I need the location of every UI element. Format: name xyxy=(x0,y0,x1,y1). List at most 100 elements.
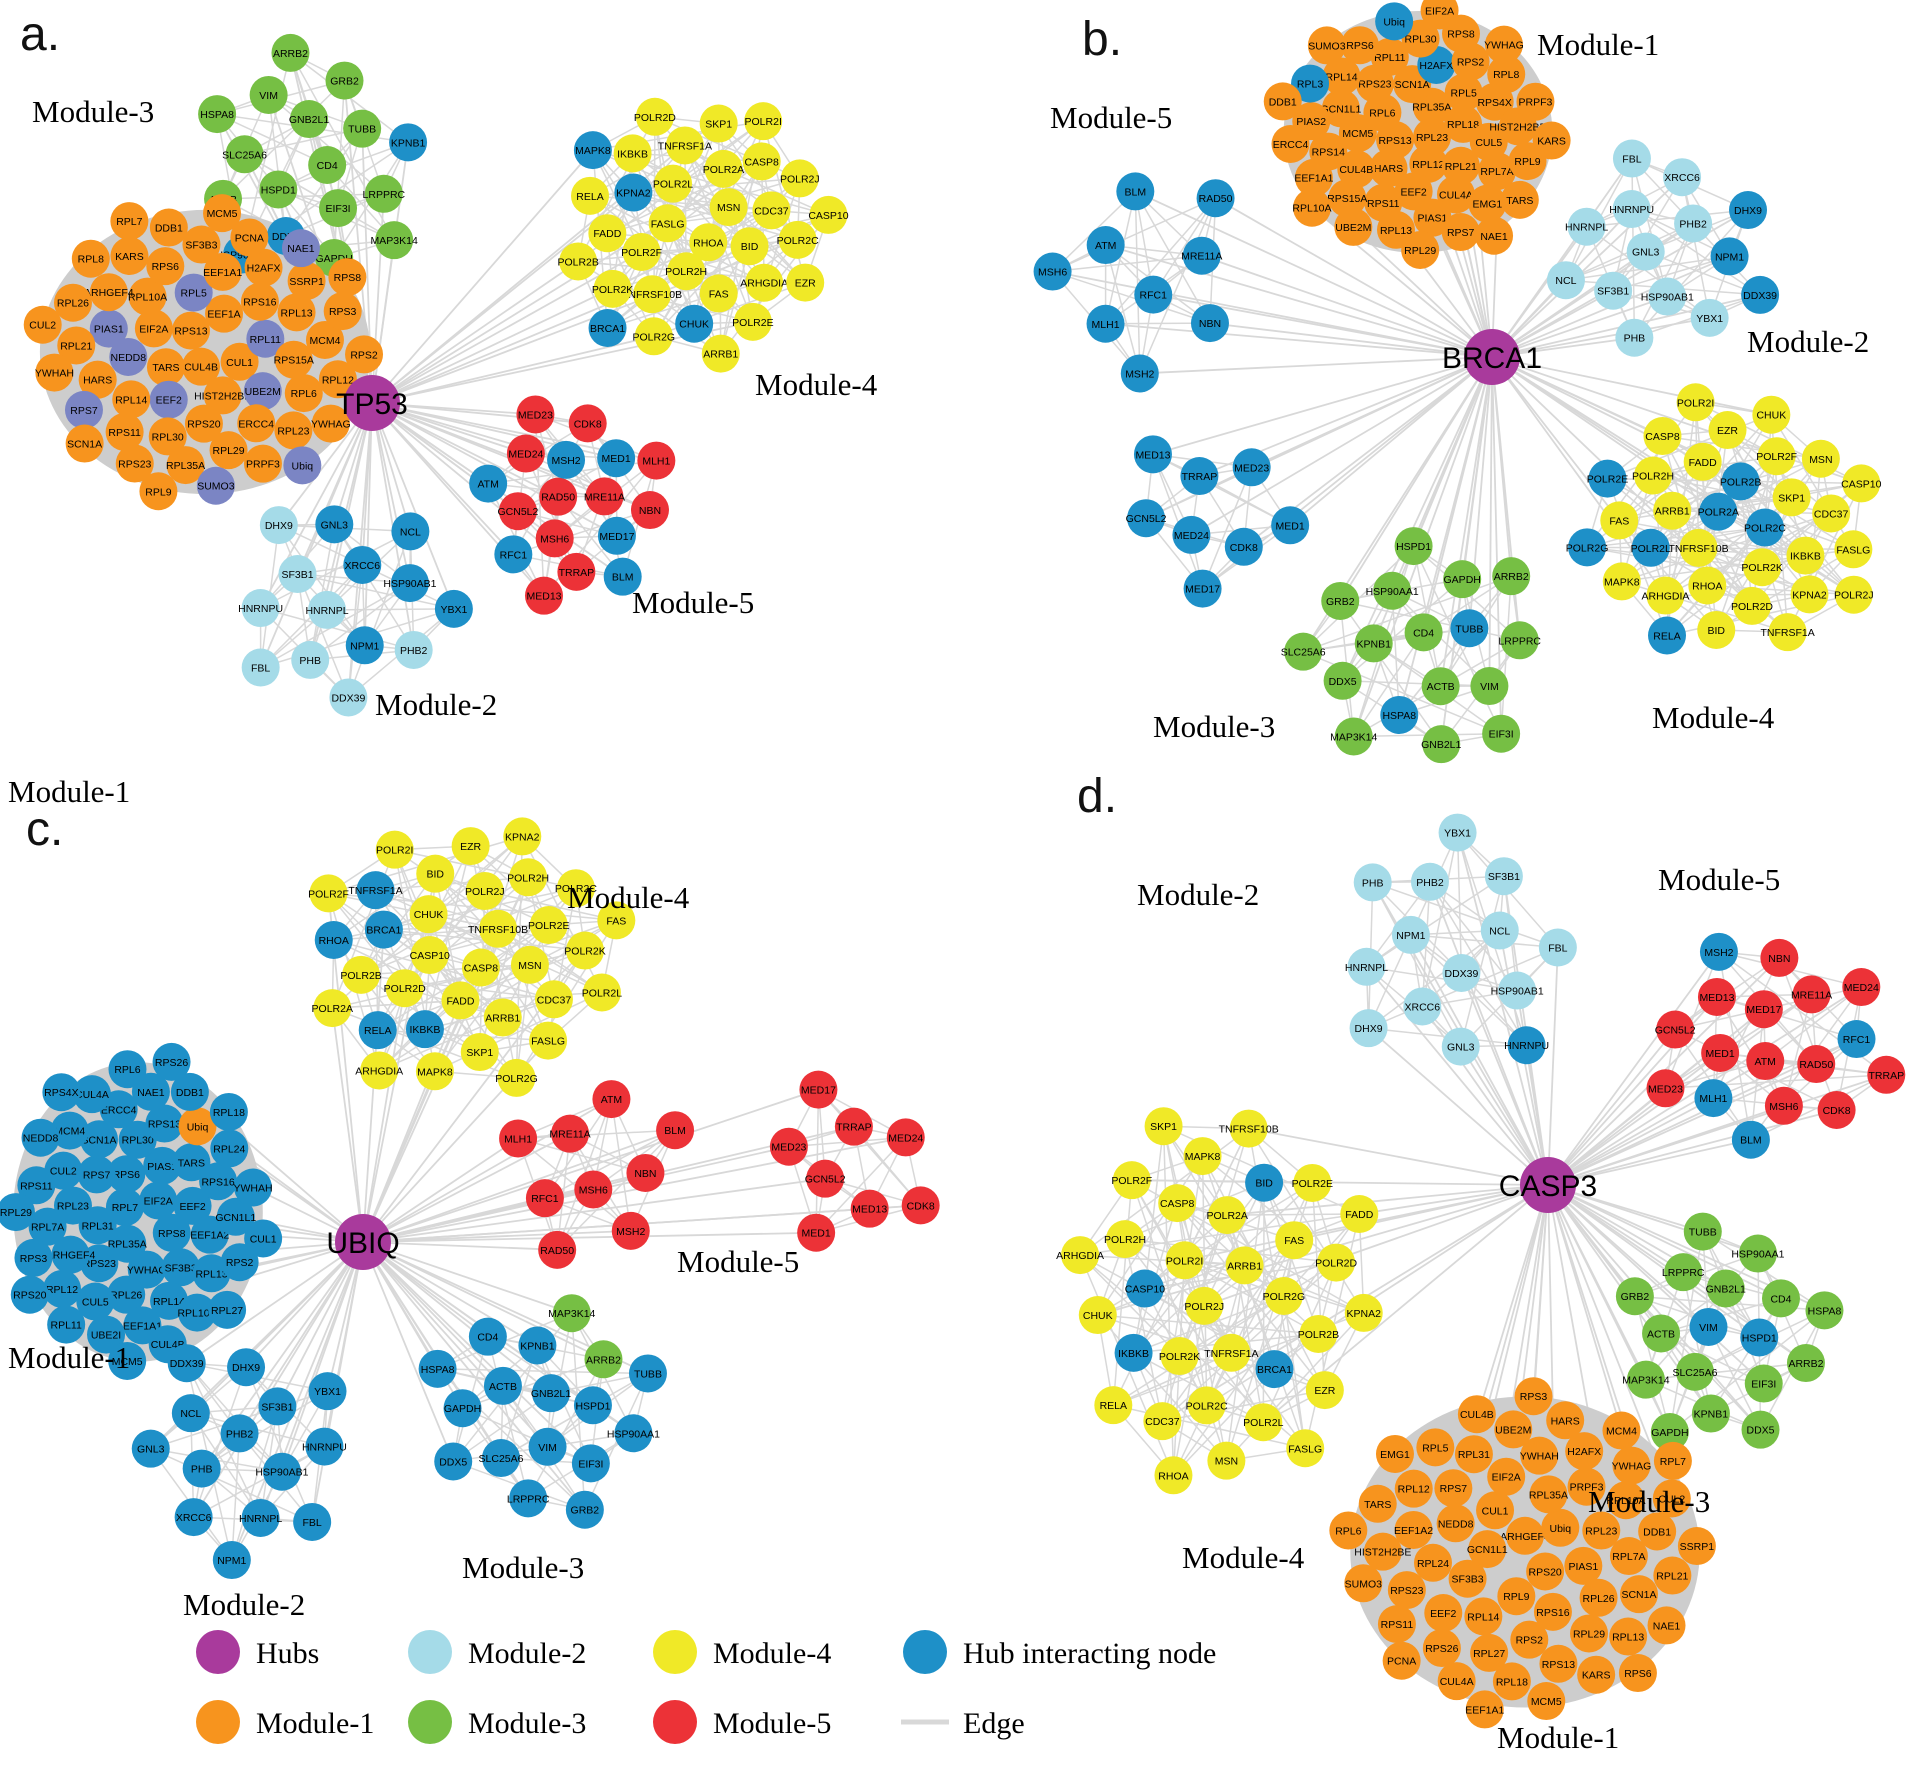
node-DDX39: DDX39 xyxy=(1741,275,1780,314)
node-SSRP1: SSRP1 xyxy=(287,261,326,300)
node-CDK8: CDK8 xyxy=(901,1186,940,1225)
node-CHUK: CHUK xyxy=(1078,1296,1117,1335)
node-circle xyxy=(1321,89,1360,128)
edge xyxy=(1203,1305,1306,1449)
node-RFC1: RFC1 xyxy=(1134,275,1173,314)
legend-label: Module-2 xyxy=(468,1637,586,1670)
module-title: Module-1 xyxy=(1537,27,1659,62)
node-circle xyxy=(730,227,769,266)
node-NAE1: NAE1 xyxy=(1475,216,1514,255)
node-circle xyxy=(1812,494,1851,533)
hub-edge xyxy=(1365,966,1549,1186)
node-RPS6: RPS6 xyxy=(146,247,185,286)
node-circle xyxy=(1120,354,1159,393)
hub-edge xyxy=(1547,951,1720,1186)
node-BLM: BLM xyxy=(1116,172,1155,211)
node-RPS23: RPS23 xyxy=(1387,1571,1426,1610)
hub-label: CASP3 xyxy=(1499,1170,1597,1203)
hub-edge xyxy=(1491,316,1710,358)
hub-edge xyxy=(1547,1028,1676,1186)
node-circle xyxy=(769,1127,808,1166)
node-FBL: FBL xyxy=(293,1502,332,1541)
node-PIAS1: PIAS1 xyxy=(89,309,128,348)
edge xyxy=(556,1133,571,1250)
node-BID: BID xyxy=(1245,1163,1284,1202)
node-MSH6: MSH6 xyxy=(574,1170,613,1209)
node-circle xyxy=(1401,230,1440,269)
node-circle xyxy=(1663,158,1702,197)
node-FBL: FBL xyxy=(241,648,280,687)
hub-label: TP53 xyxy=(336,388,408,421)
node-circle xyxy=(391,512,430,551)
node-MSH2: MSH2 xyxy=(1699,932,1738,971)
node-MSN: MSN xyxy=(1801,439,1840,478)
node-circle xyxy=(364,910,403,949)
node-circle xyxy=(588,309,627,348)
node-circle xyxy=(375,221,414,260)
hub-edge xyxy=(1412,356,1493,547)
node-circle xyxy=(1764,1086,1803,1125)
node-MSN: MSN xyxy=(510,945,549,984)
module-title: Module-3 xyxy=(1588,1484,1710,1519)
node-EIF3I: EIF3I xyxy=(1482,714,1521,753)
node-POLR2C: POLR2C xyxy=(1186,1386,1228,1425)
node-circle xyxy=(1738,1234,1777,1273)
node-MLH1: MLH1 xyxy=(1086,304,1125,343)
hub-circle xyxy=(1464,329,1520,385)
edge xyxy=(1761,482,1862,568)
node-SUMO3: SUMO3 xyxy=(1307,26,1346,65)
node-NPM1: NPM1 xyxy=(1710,237,1749,276)
hub-edge xyxy=(1052,270,1493,358)
node-HSPA8: HSPA8 xyxy=(1380,695,1419,734)
edge xyxy=(518,1129,676,1140)
node-circle xyxy=(1527,1682,1566,1721)
node-circle xyxy=(1786,1344,1825,1383)
panel-letter: c. xyxy=(26,803,63,856)
node-circle xyxy=(1564,1546,1603,1585)
node-MAP3K14: MAP3K14 xyxy=(371,221,418,260)
node-circle xyxy=(1567,207,1606,246)
node-TARS: TARS xyxy=(1500,180,1539,219)
node-circle xyxy=(1653,1556,1692,1595)
node-circle xyxy=(1299,1314,1338,1353)
node-ERCC4: ERCC4 xyxy=(1271,124,1310,163)
node-circle xyxy=(850,1189,889,1228)
node-circle xyxy=(259,170,298,209)
node-FADD: FADD xyxy=(1683,442,1722,481)
node-circle xyxy=(574,1170,613,1209)
hub-edge xyxy=(1209,322,1493,358)
node-circle xyxy=(434,589,473,628)
hub-edge xyxy=(1491,356,1772,416)
node-PHB: PHB xyxy=(182,1449,221,1488)
edge xyxy=(327,608,454,611)
node-circle xyxy=(1185,1286,1224,1325)
node-MED23: MED23 xyxy=(769,1127,808,1166)
hub-edge xyxy=(1491,356,1663,437)
hub-edge xyxy=(1139,356,1493,375)
node-circle xyxy=(1487,55,1526,94)
node-circle xyxy=(14,1238,53,1277)
hub-edge xyxy=(1439,356,1493,687)
node-circle xyxy=(1744,990,1783,1029)
node-circle xyxy=(35,353,74,392)
node-ARRB2: ARRB2 xyxy=(1492,557,1531,596)
edge xyxy=(1144,1126,1165,1289)
hub-edge xyxy=(1547,947,1559,1186)
node-POLR2I: POLR2I xyxy=(1676,383,1715,422)
node-circle xyxy=(597,516,636,555)
edge xyxy=(1778,957,1838,1111)
node-NEDD8: NEDD8 xyxy=(1436,1504,1475,1543)
node-RPS11: RPS11 xyxy=(1377,1605,1416,1644)
edge xyxy=(231,1406,279,1561)
node-circle xyxy=(799,1070,838,1109)
node-SF3B1: SF3B1 xyxy=(1594,271,1633,310)
node-circle xyxy=(1577,1655,1616,1694)
node-MED13: MED13 xyxy=(525,576,564,615)
node-BLM: BLM xyxy=(1731,1120,1770,1159)
node-circle xyxy=(79,1120,118,1159)
edge xyxy=(1586,226,1711,319)
node-circle xyxy=(1618,1654,1657,1693)
node-circle xyxy=(1434,1469,1473,1508)
hub-edge xyxy=(276,1241,364,1407)
edge xyxy=(429,954,518,1079)
